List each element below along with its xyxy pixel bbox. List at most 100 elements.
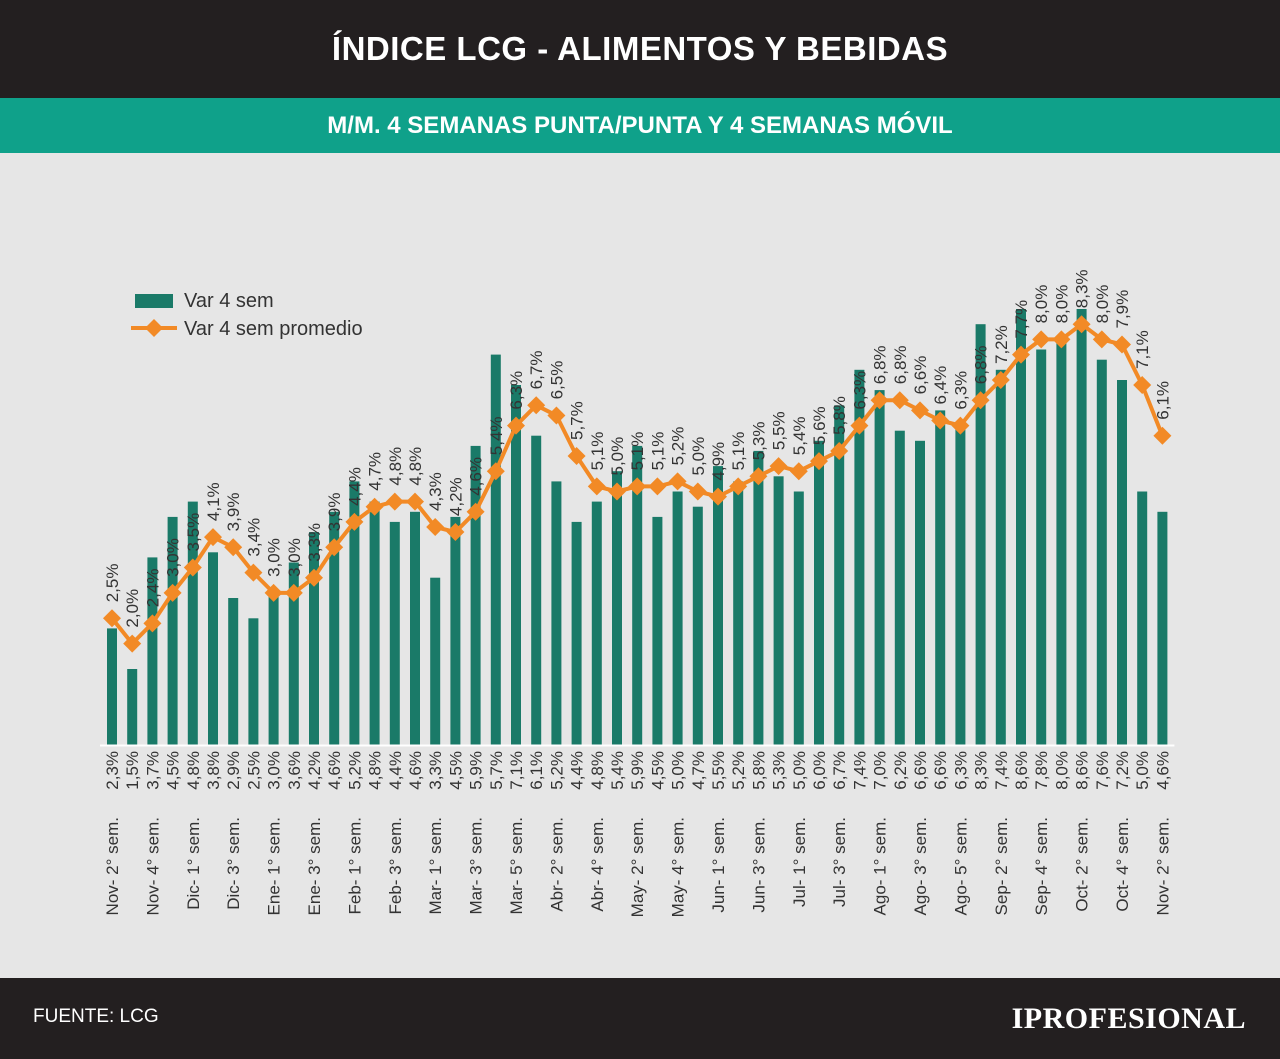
- x-tick-label: Oct- 4° sem.: [1113, 817, 1132, 912]
- line-marker: [668, 472, 687, 491]
- line-marker: [1052, 330, 1071, 349]
- line-data-label: 3,0%: [285, 538, 304, 577]
- line-marker: [890, 391, 909, 410]
- bar-var-4-sem: [632, 445, 643, 745]
- x-tick-label: Sep- 2° sem.: [992, 817, 1011, 915]
- line-marker: [709, 487, 727, 506]
- line-data-label: 6,5%: [547, 361, 566, 400]
- bar-var-4-sem: [208, 552, 218, 745]
- bar-data-label: 4,4%: [568, 751, 587, 790]
- line-marker: [587, 477, 606, 496]
- bar-data-label: 8,0%: [1052, 751, 1071, 790]
- line-marker: [870, 391, 889, 410]
- line-data-label: 4,6%: [467, 457, 486, 496]
- line-data-label: 4,2%: [446, 477, 465, 516]
- x-tick-label: Ene- 3° sem.: [305, 817, 324, 915]
- line-marker: [284, 583, 303, 602]
- bar-data-label: 2,3%: [103, 751, 122, 790]
- line-data-label: 6,8%: [871, 345, 890, 384]
- bar-var-4-sem: [349, 481, 360, 745]
- bar-var-4-sem: [733, 481, 744, 745]
- line-marker: [1012, 345, 1030, 364]
- bar-data-label: 6,1%: [527, 751, 546, 790]
- line-data-label: 5,0%: [608, 437, 627, 476]
- line-data-label: 4,4%: [345, 467, 364, 506]
- line-marker: [264, 583, 283, 602]
- line-marker: [103, 609, 121, 628]
- chart-legend: Var 4 sem Var 4 sem promedio: [131, 290, 363, 340]
- page-title: ÍNDICE LCG - ALIMENTOS Y BEBIDAS: [331, 30, 949, 67]
- line-data-label: 3,3%: [305, 523, 324, 562]
- line-data-label: 7,1%: [1133, 330, 1152, 369]
- brand-logo: IPROFESIONAL: [1011, 1002, 1246, 1035]
- x-tick-label: Sep- 4° sem.: [1032, 817, 1051, 915]
- bar-data-label: 5,0%: [790, 751, 809, 790]
- line-data-label: 4,3%: [426, 472, 445, 511]
- x-tick-label: Jul- 3° sem.: [830, 817, 849, 907]
- line-data-label: 3,0%: [265, 538, 284, 577]
- line-marker: [789, 462, 808, 481]
- x-tick-label: Ene- 1° sem.: [265, 817, 284, 915]
- bar-var-4-sem: [894, 430, 905, 745]
- bar-data-label: 5,7%: [487, 751, 506, 790]
- line-data-label: 3,9%: [224, 493, 243, 532]
- line-data-label: 8,0%: [1052, 285, 1071, 324]
- bar-data-label: 4,4%: [386, 751, 405, 790]
- line-data-label: 3,0%: [164, 538, 183, 577]
- bar-data-label: 3,3%: [426, 751, 445, 790]
- bar-var-4-sem: [470, 445, 481, 745]
- bar-var-4-sem: [147, 557, 158, 745]
- line-marker: [183, 558, 202, 577]
- line-marker: [628, 477, 647, 496]
- bar-data-label: 5,3%: [770, 751, 789, 790]
- bar-data-label: 3,0%: [265, 751, 284, 790]
- bar-var-4-sem: [288, 562, 299, 745]
- line-data-label: 6,3%: [951, 371, 970, 410]
- bar-data-label: 7,0%: [871, 751, 890, 790]
- line-data-label: 6,4%: [931, 366, 950, 405]
- bar-var-4-sem: [773, 476, 784, 745]
- bar-var-4-sem: [1036, 349, 1047, 745]
- line-data-label: 5,4%: [487, 416, 506, 455]
- bar-var-4-sem: [713, 466, 723, 745]
- line-marker: [466, 502, 485, 521]
- line-data-label: 5,0%: [689, 437, 708, 476]
- line-marker: [567, 447, 586, 466]
- bar-data-label: 5,5%: [709, 751, 728, 790]
- bar-var-4-sem: [531, 435, 542, 745]
- x-tick-label: Mar- 1° sem.: [426, 817, 445, 914]
- x-tick-label: Jul- 1° sem.: [790, 817, 809, 907]
- legend-diamond-swatch: [145, 319, 163, 337]
- bar-data-label: 5,9%: [628, 751, 647, 790]
- x-tick-label: Jun- 3° sem.: [749, 817, 768, 913]
- bar-data-label: 3,8%: [204, 751, 223, 790]
- subheader-bar: M/M. 4 SEMANAS PUNTA/PUNTA Y 4 SEMANAS M…: [0, 98, 1280, 153]
- bar-var-4-sem: [612, 471, 622, 745]
- bar-data-label: 3,7%: [143, 751, 162, 790]
- line-data-label: 5,2%: [669, 427, 688, 466]
- bar-var-4-sem: [369, 501, 380, 745]
- line-marker: [365, 497, 384, 516]
- bar-var-4-sem: [167, 516, 178, 746]
- bar-var-4-sem: [430, 577, 441, 745]
- bar-var-4-sem: [793, 491, 804, 745]
- bar-var-4-sem: [995, 369, 1006, 745]
- x-tick-label: Dic- 1° sem.: [184, 817, 203, 910]
- bar-var-4-sem: [329, 511, 340, 745]
- x-tick-label: Jun- 1° sem.: [709, 817, 728, 913]
- bar-var-4-sem: [511, 385, 521, 745]
- bar-data-label: 4,8%: [184, 751, 203, 790]
- line-data-label: 5,6%: [810, 406, 829, 445]
- x-tick-label: Nov- 2° sem.: [103, 817, 122, 915]
- line-marker: [608, 482, 626, 501]
- line-data-label: 5,8%: [830, 396, 849, 435]
- line-data-label: 6,3%: [850, 371, 869, 410]
- bar-data-label: 5,9%: [467, 751, 486, 790]
- bar-var-4-sem: [652, 516, 663, 746]
- bar-data-label: 4,6%: [325, 751, 344, 790]
- bar-var-4-sem: [248, 618, 259, 746]
- bar-var-4-sem: [410, 511, 420, 745]
- line-marker: [123, 634, 142, 653]
- chart-area: 2,5% 2,0% 2,4% 3,0% 3,5% 4,1% 3,9% 3,4% 3,0% 3,0%…: [0, 153, 1280, 978]
- line-data-label: 3,4%: [244, 518, 263, 557]
